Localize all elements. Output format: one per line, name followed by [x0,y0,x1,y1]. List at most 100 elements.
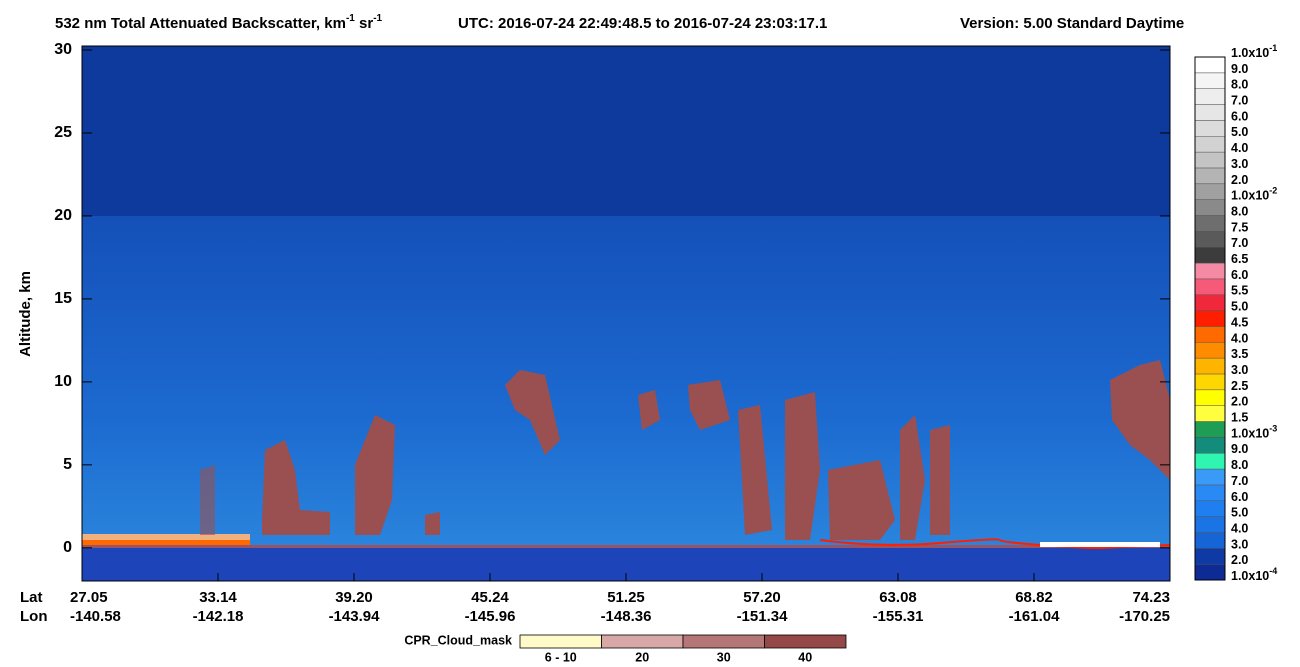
colorbar-label-text: 5.0 [1231,506,1248,520]
colorbar-swatch [1194,120,1226,137]
colorbar-label: 4.5 [1231,316,1248,330]
colorbar-label-text: 8.0 [1231,205,1248,219]
colorbar-swatch [1194,357,1226,375]
title-sup: -1 [373,13,382,24]
colorbar-label: 6.5 [1231,252,1248,266]
lat-tick-label: 74.23 [1132,589,1170,606]
lat-label: Lat [20,589,43,606]
colorbar-label-text: 2.0 [1231,553,1248,567]
colorbar-label-text: 3.0 [1231,157,1248,171]
colorbar-label-text: 5.0 [1231,300,1248,314]
colorbar-swatch [1194,326,1226,343]
colorbar-label-text: 8.0 [1231,458,1248,472]
lon-tick-label: -140.58 [70,608,121,625]
subtitle: UTC: 2016-07-24 22:49:48.5 to 2016-07-24… [458,15,827,32]
colorbar-label-text: 4.0 [1231,522,1248,536]
colorbar-label: 8.0 [1231,458,1248,472]
colorbar-swatch [1194,167,1226,185]
colorbar-swatch [1194,199,1226,216]
lat-tick-label: 57.20 [743,589,781,606]
colorbar-label: 6.0 [1231,490,1248,504]
colorbar-swatch [1194,278,1226,295]
cloud-mask-swatch [601,634,684,649]
colorbar-swatch [1194,135,1226,153]
colorbar-label-text: 7.0 [1231,94,1248,108]
colorbar-label-text: 5.5 [1231,284,1248,298]
colorbar-label: 4.0 [1231,522,1248,536]
version: Version: 5.00 Standard Daytime [960,15,1184,32]
colorbar-label: 4.0 [1231,332,1248,346]
colorbar-label-sup: -1 [1269,43,1277,53]
colorbar-swatch [1194,421,1226,438]
colorbar-label-text: 6.0 [1231,110,1248,124]
cloud-mask-label: CPR_Cloud_mask [404,633,512,647]
y-tick-label: 20 [54,207,72,224]
colorbar-label-text: 2.5 [1231,379,1248,393]
colorbar-swatch [1194,500,1226,517]
lon-tick-label: -151.34 [737,608,789,625]
y-tick-label: 5 [63,456,72,473]
cloud-mask-swatch [764,634,847,649]
colorbar-label: 1.0x10-2 [1231,186,1277,203]
colorbar-swatch [1194,56,1226,74]
colorbar-label-text: 7.5 [1231,221,1248,235]
colorbar-label-text: 3.0 [1231,538,1248,552]
colorbar-label: 2.0 [1231,395,1248,409]
cloud-mask-class: 6 - 10 [545,650,577,664]
colorbar-label: 1.0x10-3 [1231,424,1277,441]
y-tick-label: 0 [63,539,72,556]
title-part: 532 nm Total Attenuated Backscatter, km [55,15,346,32]
title-sup: -1 [346,13,355,24]
colorbar-label-sup: -3 [1269,424,1277,434]
colorbar-swatch [1194,104,1226,121]
colorbar-label: 2.0 [1231,553,1248,567]
lon-tick-label: -155.31 [873,608,924,625]
colorbar-label-text: 4.0 [1231,141,1248,155]
colorbar-label-text: 1.0x10 [1231,569,1269,583]
colorbar-label: 1.0x10-4 [1231,566,1277,583]
colorbar-label: 8.0 [1231,78,1248,92]
lat-tick-label: 33.14 [199,589,237,606]
lat-tick-label: 51.25 [607,589,645,606]
colorbar-label-text: 2.0 [1231,395,1248,409]
lon-tick-label: -170.25 [1119,608,1170,625]
colorbar-label-text: 3.5 [1231,347,1248,361]
cpr-cloud [200,360,1170,540]
curtain [82,46,1171,581]
colorbar-swatch [1194,294,1226,311]
lat-tick-label: 45.24 [471,589,509,606]
colorbar-label: 5.0 [1231,126,1248,140]
colorbar-swatch [1194,246,1226,264]
colorbar-label-text: 1.0x10 [1231,189,1269,203]
lat-tick-label: 27.05 [70,589,108,606]
colorbar-swatch [1194,484,1226,502]
colorbar-swatch [1194,231,1226,248]
colorbar-swatch [1194,452,1226,470]
colorbar-label: 9.0 [1231,62,1248,76]
colorbar-label-text: 1.0x10 [1231,427,1269,441]
colorbar-label: 3.0 [1231,363,1248,377]
colorbar-label: 6.0 [1231,268,1248,282]
lon-label: Lon [20,608,48,625]
colorbar-swatch [1194,563,1226,581]
colorbar-swatch [1194,405,1226,422]
lat-tick-label: 39.20 [335,589,373,606]
colorbar-label: 4.0 [1231,141,1248,155]
colorbar-label-text: 1.5 [1231,411,1248,425]
cloud-mask-swatch [682,634,765,649]
colorbar-swatch [1194,262,1226,280]
y-tick-label: 10 [54,373,72,390]
colorbar-label: 9.0 [1231,443,1248,457]
colorbar-swatch [1194,468,1226,486]
colorbar-swatch [1194,183,1226,200]
colorbar-label-text: 5.0 [1231,126,1248,140]
colorbar-label-text: 9.0 [1231,62,1248,76]
lon-tick-label: -148.36 [601,608,652,625]
lon-tick-label: -142.18 [193,608,244,625]
colorbar-swatch [1194,342,1226,359]
colorbar-label-text: 4.5 [1231,316,1248,330]
colorbar-label: 3.0 [1231,157,1248,171]
chart-title: 532 nm Total Attenuated Backscatter, km-… [55,13,383,32]
colorbar-label-text: 9.0 [1231,443,1248,457]
lat-tick-label: 68.82 [1015,589,1053,606]
